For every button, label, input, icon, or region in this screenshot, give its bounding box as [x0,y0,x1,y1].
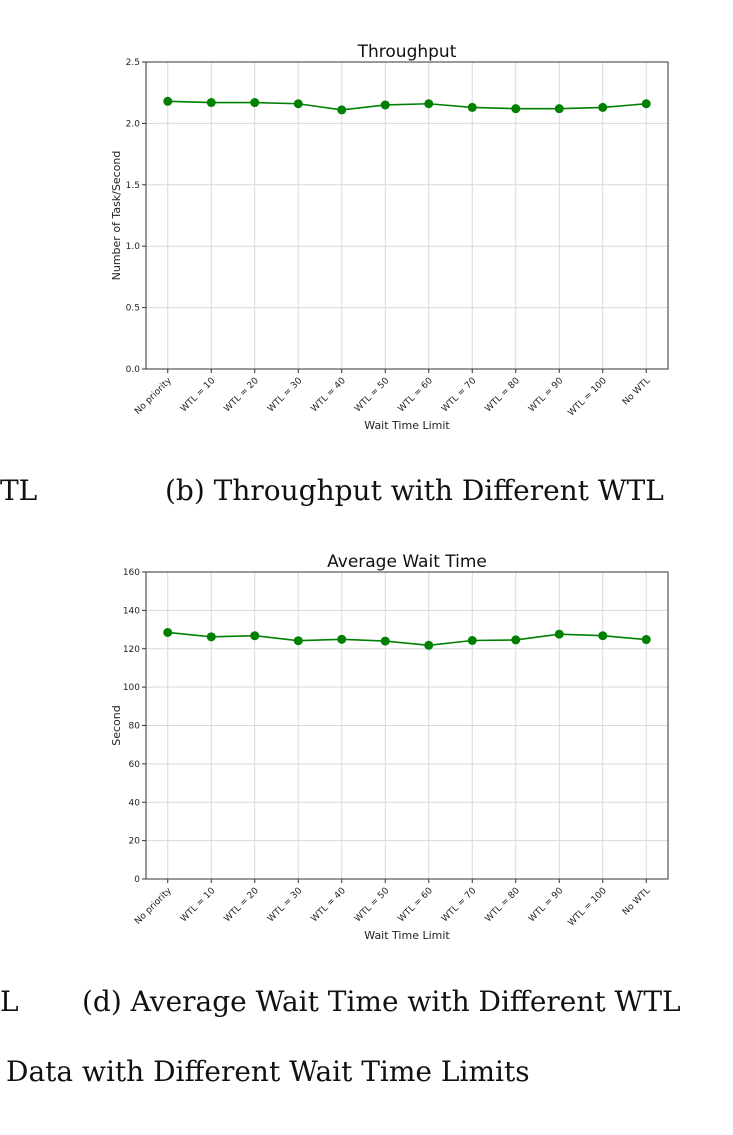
throughput-plot-frame [145,61,669,370]
figure-caption: Data with Different Wait Time Limits [6,1055,530,1088]
throughput-x-axis-label: Wait Time Limit [364,419,450,432]
wait-time-xtick-label: WTL = 20 [223,886,261,924]
wait-time-plot-frame [145,571,669,880]
wait-time-xtick-label: WTL = 60 [397,886,435,924]
throughput-xtick-label: WTL = 100 [567,376,610,419]
throughput-data-point [424,99,434,109]
wait-time-xtick-label: WTL = 40 [310,886,348,924]
throughput-ytick-label: 0.5 [126,304,140,314]
wait-time-series-line [167,631,647,647]
wait-time-data-point [598,631,608,641]
wait-time-xtick-label: WTL = 50 [353,886,391,924]
throughput-chart: 0.00.51.01.52.02.5No priority WTL = 10 WTL… [110,42,669,432]
subcaption-d: (d) Average Wait Time with Different WTL [82,985,681,1018]
wait-time-ytick-label: 100 [123,683,140,693]
wait-time-data-point [163,627,173,637]
wait-time-data-point [293,636,303,646]
wait-time-ytick-label: 40 [129,798,141,808]
wait-time-data-point [206,632,216,642]
throughput-data-point [511,104,521,114]
throughput-data-point [163,96,173,106]
wait-time-data-point [511,635,521,645]
throughput-xtick-label: WTL = 20 [223,376,261,414]
wait-time-y-axis-label: Second [110,705,123,745]
throughput-ytick-label: 1.5 [126,181,140,191]
throughput-data-point [380,100,390,110]
wait-time-xtick-label: No WTL [621,886,652,917]
throughput-xtick-label: WTL = 40 [310,376,348,414]
throughput-xtick-label: WTL = 60 [397,376,435,414]
wait-time-data-point [337,634,347,644]
throughput-xtick-label: WTL = 70 [440,376,478,414]
throughput-data-point [467,102,477,112]
throughput-data-point [293,99,303,109]
throughput-xtick-label: WTL = 30 [266,376,304,414]
wait-time-xtick-label: WTL = 30 [266,886,304,924]
throughput-ytick-label: 1.0 [126,242,141,252]
wait-time-ytick-label: 60 [129,760,141,770]
throughput-xtick-label: No priority [133,376,174,417]
wait-time-ytick-label: 140 [123,606,140,616]
left-cut-caption-d: L [0,985,19,1018]
throughput-ytick-label: 2.5 [126,58,140,68]
wait-time-ytick-label: 0 [134,875,140,885]
wait-time-ytick-label: 20 [129,837,141,847]
wait-time-xtick-label: WTL = 10 [179,886,217,924]
throughput-data-point [641,99,651,109]
throughput-xtick-label: WTL = 10 [179,376,217,414]
wait-time-data-point [250,631,260,641]
throughput-data-point [250,98,260,108]
wait-time-x-axis-label: Wait Time Limit [364,929,450,942]
left-cut-caption-b: TL [0,474,38,507]
wait-time-data-point [467,635,477,645]
wait-time-ytick-label: 160 [123,568,140,578]
throughput-data-point [337,105,347,115]
throughput-title: Throughput [357,42,457,62]
wait-time-xtick-label: WTL = 100 [567,886,610,929]
wait-time-title: Average Wait Time [327,552,487,572]
throughput-xtick-label: WTL = 50 [353,376,391,414]
throughput-ytick-label: 2.0 [126,119,141,129]
throughput-xtick-label: WTL = 90 [527,376,565,414]
throughput-data-point [598,102,608,112]
wait-time-xtick-label: WTL = 70 [440,886,478,924]
wait-time-xtick-label: WTL = 80 [484,886,522,924]
throughput-data-point [206,98,216,108]
wait-time-data-point [554,629,564,639]
throughput-xtick-label: WTL = 80 [484,376,522,414]
wait-time-xtick-label: No priority [133,886,174,927]
throughput-series-line [167,100,647,111]
wait-time-data-point [641,635,651,645]
wait-time-ytick-label: 120 [123,645,140,655]
wait-time-data-point [424,640,434,650]
wait-time-data-point [380,636,390,646]
throughput-ytick-label: 0.0 [126,365,141,375]
throughput-data-point [554,104,564,114]
throughput-y-axis-label: Number of Task/Second [110,151,123,281]
throughput-xtick-label: No WTL [621,376,652,407]
subcaption-b: (b) Throughput with Different WTL [165,474,664,507]
wait-time-ytick-label: 80 [129,722,141,732]
wait-time-xtick-label: WTL = 90 [527,886,565,924]
